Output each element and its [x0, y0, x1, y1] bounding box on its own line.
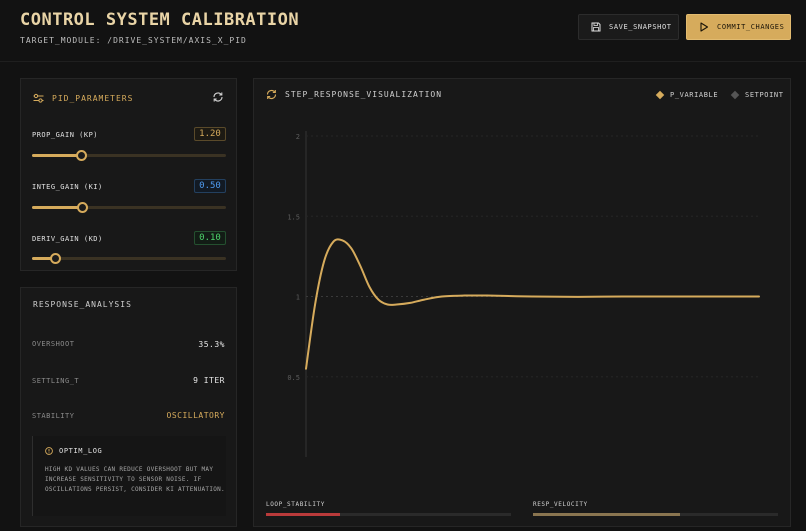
play-icon [700, 22, 709, 32]
chart-header: STEP_RESPONSE_VISUALIZATION [266, 89, 442, 100]
legend-p-label: P_VARIABLE [670, 91, 719, 99]
y-tick-label: 1 [296, 294, 300, 302]
save-snapshot-label: SAVE_SNAPSHOT [609, 23, 672, 31]
commit-changes-button[interactable]: COMMIT_CHANGES [686, 14, 791, 40]
resp-velocity-fill [533, 513, 680, 516]
response-analysis-title: RESPONSE_ANALYSIS [33, 300, 132, 309]
commit-changes-label: COMMIT_CHANGES [717, 23, 785, 31]
pid-panel-title: PID_PARAMETERS [52, 93, 134, 103]
y-tick-label: 2 [296, 133, 300, 141]
optim-log-text: HIGH KD VALUES CAN REDUCE OVERSHOOT BUT … [45, 466, 225, 493]
ki-value-field[interactable]: 0.50 [194, 179, 226, 193]
refresh-icon[interactable] [212, 91, 224, 103]
step-response-chart: 2 1.5 1 0.5 [287, 131, 760, 457]
resp-velocity-label: RESP_VELOCITY [533, 501, 588, 508]
step-response-panel: STEP_RESPONSE_VISUALIZATION P_VARIABLE S… [253, 78, 791, 527]
legend-p-variable: P_VARIABLE [655, 90, 719, 100]
target-module: TARGET_MODULE: /DRIVE_SYSTEM/AXIS_X_PID [20, 36, 247, 45]
stability-label: STABILITY [32, 412, 75, 420]
save-icon [591, 22, 601, 32]
save-snapshot-button[interactable]: SAVE_SNAPSHOT [578, 14, 679, 40]
settling-value: 9 ITER [193, 376, 225, 385]
stability-value: OSCILLATORY [166, 411, 225, 420]
ki-label: INTEG_GAIN (KI) [32, 183, 103, 191]
chart-title: STEP_RESPONSE_VISUALIZATION [285, 90, 443, 99]
series-line-p-variable [305, 238, 760, 370]
overshoot-value: 35.3% [198, 340, 225, 349]
kd-slider[interactable] [32, 253, 226, 264]
loop-stability-bar [266, 513, 511, 516]
settling-label: SETTLING_T [32, 377, 80, 385]
ki-slider[interactable] [32, 202, 226, 213]
optim-log: OPTIM_LOG HIGH KD VALUES CAN REDUCE OVER… [32, 436, 226, 516]
ki-slider-thumb[interactable] [77, 202, 89, 213]
kd-label: DERIV_GAIN (KD) [32, 235, 103, 243]
optim-log-header: OPTIM_LOG [45, 447, 102, 455]
kd-slider-thumb[interactable] [50, 253, 62, 264]
info-icon [45, 447, 53, 455]
pid-panel-header: PID_PARAMETERS [33, 93, 133, 103]
overshoot-label: OVERSHOOT [32, 340, 75, 348]
sliders-icon [33, 93, 44, 103]
kp-slider[interactable] [32, 150, 226, 161]
refresh-cycle-icon [266, 89, 277, 100]
kp-slider-thumb[interactable] [75, 150, 87, 161]
response-analysis-panel: RESPONSE_ANALYSIS OVERSHOOT 35.3% SETTLI… [20, 287, 237, 527]
loop-stability-fill [266, 513, 340, 516]
page-header: CONTROL SYSTEM CALIBRATION TARGET_MODULE… [0, 0, 806, 62]
y-tick-label: 0.5 [287, 374, 300, 382]
legend-setpoint: SETPOINT [730, 90, 784, 100]
page-title: CONTROL SYSTEM CALIBRATION [20, 10, 300, 30]
kp-label: PROP_GAIN (KP) [32, 131, 99, 139]
optim-log-title: OPTIM_LOG [59, 447, 103, 455]
loop-stability-label: LOOP_STABILITY [266, 501, 325, 508]
legend-s-label: SETPOINT [745, 91, 784, 99]
kd-value-field[interactable]: 0.10 [194, 231, 226, 245]
resp-velocity-bar [533, 513, 778, 516]
y-tick-label: 1.5 [287, 213, 300, 221]
kp-value-field[interactable]: 1.20 [194, 127, 226, 141]
pid-parameters-panel: PID_PARAMETERS PROP_GAIN (KP) 1.20 INTEG… [20, 78, 237, 271]
